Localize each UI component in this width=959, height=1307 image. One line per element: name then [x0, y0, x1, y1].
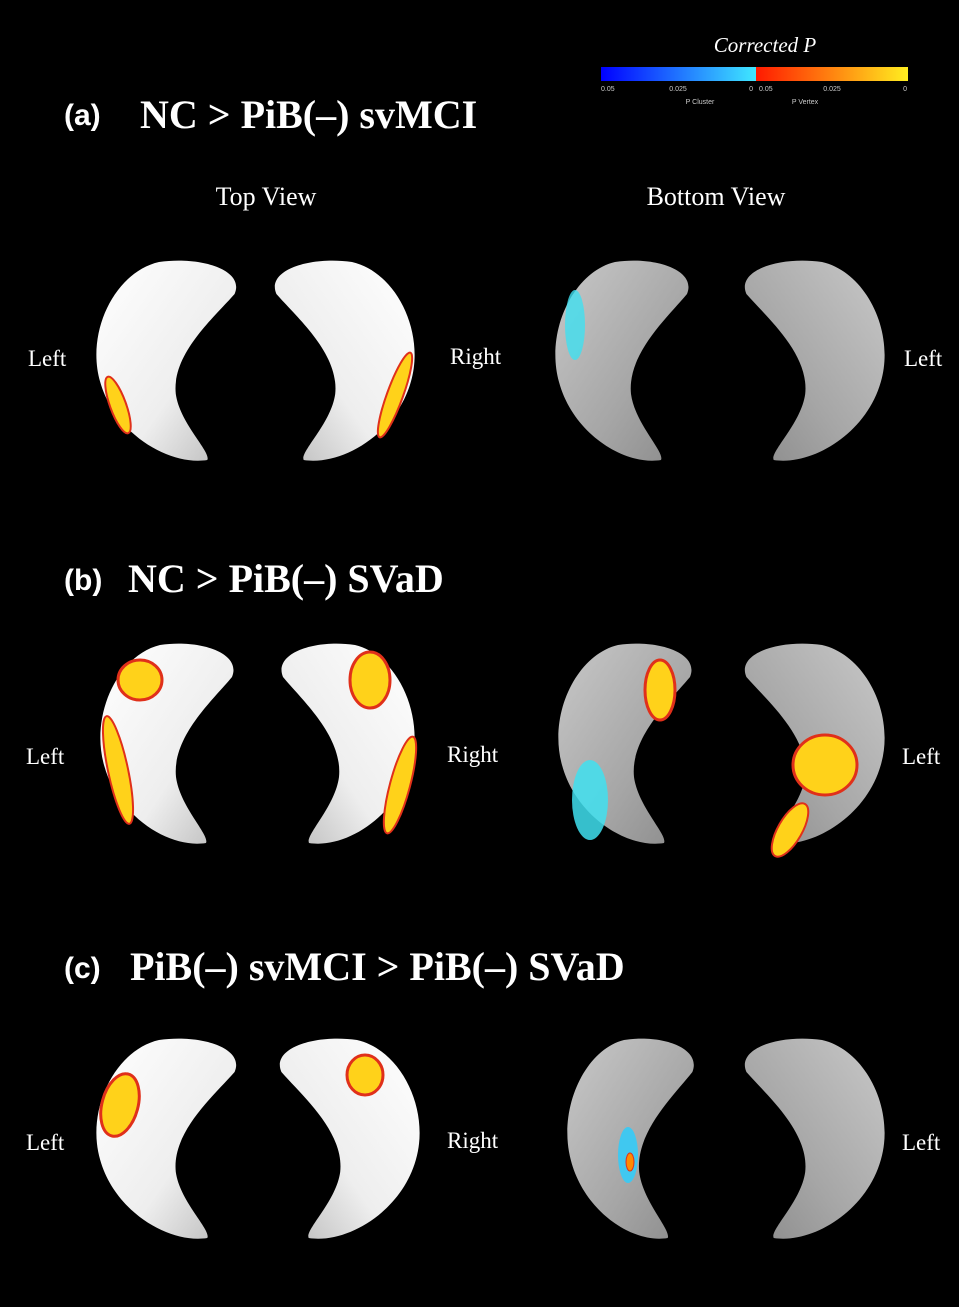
effect-region [793, 735, 857, 795]
tick: 0.025 [669, 86, 687, 93]
hippocampus [745, 261, 885, 461]
figure: Corrected P 0.05 0.025 0 0.05 0.025 0 P … [0, 0, 959, 1307]
panel-c: (c) PiB(–) svMCI > PiB(–) SVaD Left Righ… [26, 944, 941, 1239]
side-label: Left [26, 744, 65, 769]
effect-region [118, 660, 162, 700]
cluster-label: P Cluster [686, 99, 715, 106]
panel-a: (a) NC > PiB(–) svMCI Left Right Left [28, 92, 943, 461]
tick: 0.025 [823, 86, 841, 93]
view-label: Bottom View [647, 182, 786, 211]
side-label: Left [902, 744, 941, 769]
hippocampus [96, 261, 236, 461]
view-label: Top View [216, 182, 317, 211]
effect-region [347, 1055, 383, 1095]
hippocampus [96, 1039, 236, 1239]
colorbar: Corrected P 0.05 0.025 0 0.05 0.025 0 P … [601, 33, 908, 106]
side-label: Right [447, 742, 499, 767]
side-label: Right [447, 1128, 499, 1153]
tick: 0 [749, 86, 753, 93]
effect-region [565, 290, 585, 360]
panel-tag: (a) [64, 99, 101, 132]
panel-tag: (b) [64, 564, 102, 597]
effect-region [645, 660, 675, 720]
vertex-label: P Vertex [792, 99, 819, 106]
tick: 0 [903, 86, 907, 93]
vertex-bar [756, 67, 908, 81]
effect-region [572, 760, 608, 840]
side-label: Left [28, 346, 67, 371]
side-label: Left [904, 346, 943, 371]
effect-region [626, 1153, 634, 1171]
tick: 0.05 [759, 86, 773, 93]
panel-title: NC > PiB(–) SVaD [128, 556, 444, 601]
hippocampus [275, 261, 415, 461]
panel-title: NC > PiB(–) svMCI [140, 92, 477, 137]
panel-b: (b) NC > PiB(–) SVaD Left Right Left [26, 556, 941, 862]
tick: 0.05 [601, 86, 615, 93]
side-label: Left [26, 1130, 65, 1155]
panel-tag: (c) [64, 952, 101, 985]
panel-title: PiB(–) svMCI > PiB(–) SVaD [130, 944, 625, 989]
effect-region [350, 652, 390, 708]
hippocampus [745, 1039, 885, 1239]
cluster-bar [601, 67, 756, 81]
side-label: Right [450, 344, 502, 369]
side-label: Left [902, 1130, 941, 1155]
colorbar-title: Corrected P [714, 33, 817, 57]
